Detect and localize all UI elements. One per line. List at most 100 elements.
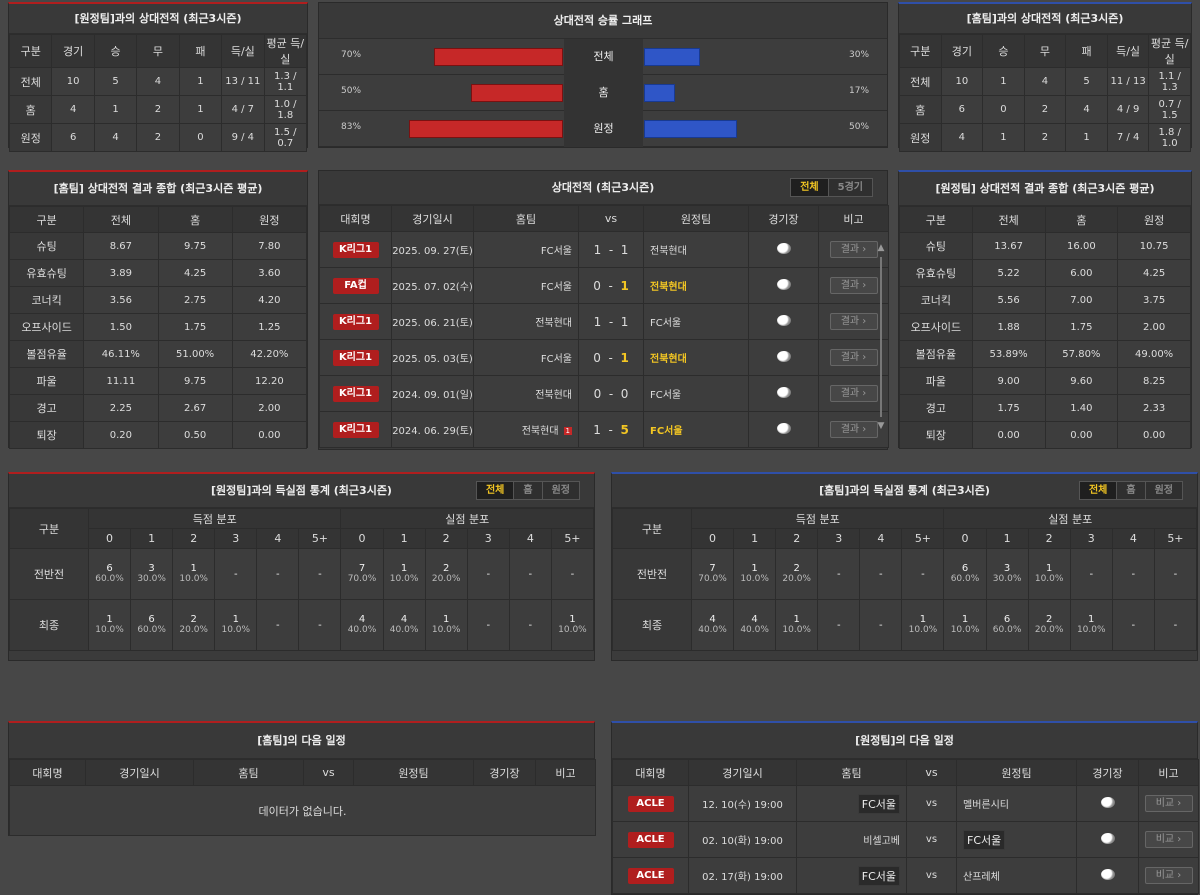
- dist-cell: 3 30.0%: [985, 548, 1029, 600]
- tab-home[interactable]: 홈: [514, 482, 543, 499]
- dist-row: 최종 1 10.0% 6 60.0% 2 20.0% 1 10.0% - -4 40.0% 4 40.0%…: [9, 599, 595, 651]
- away-team: FC서울: [643, 411, 749, 448]
- compare-button[interactable]: 비교 ›: [1144, 831, 1193, 848]
- scroll-up-icon[interactable]: ▲: [877, 243, 885, 253]
- percent: 40.0%: [389, 625, 419, 635]
- dist-cell: 7 70.0%: [690, 548, 735, 600]
- table-row: 전체 10 1 4 5 11 / 13 1.1 / 1.3: [899, 67, 1191, 96]
- scroll-thumb[interactable]: [880, 257, 882, 417]
- schedule-row: ACLE 02. 17(화) 19:00 FC서울 vs 산프레체 비교 ›: [612, 857, 1199, 894]
- scrollbar[interactable]: ▲ ▼: [877, 243, 885, 443]
- stadium-icon[interactable]: [1100, 832, 1115, 844]
- stat-cell: 9.75: [157, 232, 233, 260]
- table-row: 유효슈팅 3.89 4.25 3.60: [8, 259, 308, 287]
- scroll-down-icon[interactable]: ▼: [877, 421, 885, 431]
- tab-5games[interactable]: 5경기: [837, 182, 863, 193]
- tab-away[interactable]: 원정: [1154, 485, 1173, 496]
- tab-all[interactable]: 전체: [476, 482, 515, 499]
- compare-button[interactable]: 비교 ›: [1144, 867, 1193, 884]
- match-filter-tabs: 전체 5경기: [790, 178, 873, 197]
- tab-all[interactable]: 전체: [791, 179, 829, 196]
- result-button[interactable]: 결과 ›: [829, 349, 878, 366]
- stadium-icon[interactable]: [1100, 868, 1115, 880]
- result-button[interactable]: 결과 ›: [829, 421, 878, 438]
- stat-cell: 6.00: [1044, 259, 1119, 287]
- column-header: vs: [303, 759, 354, 786]
- h2h-home-panel: [홈팀]과의 상대전적 (최근3시즌) 구분 경기 승 무 패 득/실 평균 득/실 전체 10…: [898, 2, 1192, 152]
- away-team-name: FC서울: [963, 829, 1006, 850]
- result-label: 결과: [840, 352, 860, 363]
- percent: 60.0%: [992, 625, 1022, 635]
- competition-cell: ACLE: [612, 785, 689, 822]
- stadium-cell: [748, 303, 819, 340]
- stadium-icon[interactable]: [776, 314, 791, 326]
- compare-button[interactable]: 비교 ›: [1144, 795, 1193, 812]
- stat-cell: 9.75: [157, 367, 233, 395]
- row-label: 경고: [8, 394, 85, 422]
- column-header: 무: [1023, 34, 1067, 68]
- stadium-icon[interactable]: [776, 242, 791, 254]
- summary-table: 구분 전체 홈 원정 슈팅 13.67 16.00 10.75 유효슈팅 5.22 6.00 4.25…: [899, 206, 1191, 449]
- count: 6: [1003, 614, 1011, 625]
- competition-badge: K리그1: [332, 241, 379, 258]
- dist-cell: -: [1153, 599, 1198, 651]
- count: -: [318, 568, 322, 580]
- count: -: [879, 619, 883, 631]
- conceded-group-header: 실점 분포: [943, 508, 1197, 529]
- result-button[interactable]: 결과 ›: [829, 277, 878, 294]
- action-cell: 결과 ›: [818, 303, 889, 340]
- stat-cell: 13.67: [971, 232, 1046, 260]
- tab-all[interactable]: 전체: [1079, 482, 1118, 499]
- percent: 30.0%: [992, 574, 1022, 584]
- table-row: 원정 6 4 2 0 9 / 4 1.5 / 0.7: [8, 123, 308, 152]
- dist-cell: 6 60.0%: [943, 548, 987, 600]
- match-row: FA컵 2025. 07. 02(수) FC서울 0 - 1 전북현대 결과 ›: [319, 267, 889, 304]
- action-cell: 결과 ›: [818, 339, 889, 376]
- result-button[interactable]: 결과 ›: [829, 313, 878, 330]
- dist-cell: 4 40.0%: [690, 599, 735, 651]
- action-cell: 결과 ›: [818, 267, 889, 304]
- match-table: 대회명 경기일시 홈팀 vs 원정팀 경기장 비고 K리그1 2025. 09. 27(토) FC…: [319, 205, 889, 448]
- count: -: [921, 568, 925, 580]
- stadium-icon[interactable]: [776, 386, 791, 398]
- stadium-icon[interactable]: [776, 350, 791, 362]
- competition-badge: ACLE: [627, 831, 674, 848]
- percent: 20.0%: [782, 574, 811, 584]
- stadium-icon[interactable]: [776, 278, 791, 290]
- tab-home[interactable]: 홈: [1117, 482, 1146, 499]
- bucket-header: 1: [382, 528, 426, 549]
- count: 2: [793, 563, 800, 574]
- stadium-icon[interactable]: [1100, 796, 1115, 808]
- stat-cell: 1.25: [231, 313, 308, 341]
- away-score: 1: [620, 242, 629, 257]
- tab-away[interactable]: 원정: [551, 485, 570, 496]
- compare-label: 비교: [1155, 870, 1175, 881]
- chevron-right-icon: ›: [859, 388, 867, 399]
- bucket-header: 2: [172, 528, 216, 549]
- result-button[interactable]: 결과 ›: [829, 385, 878, 402]
- percent: 60.0%: [950, 574, 980, 584]
- score: 0 - 1: [578, 267, 644, 304]
- dist-cell: 4 40.0%: [340, 599, 384, 651]
- stat-cell: 9 / 4: [221, 123, 265, 152]
- table-row: 파울 11.11 9.75 12.20: [8, 367, 308, 395]
- stat-cell: 2: [136, 123, 180, 152]
- count: 1: [442, 614, 450, 625]
- competition-badge: K리그1: [332, 313, 379, 330]
- home-team: 전북현대 1: [473, 411, 579, 448]
- stadium-icon[interactable]: [776, 422, 791, 434]
- table-row: 퇴장 0.20 0.50 0.00: [8, 421, 308, 449]
- stat-cell: 0.00: [231, 421, 308, 449]
- column-header: 홈팀: [473, 205, 579, 232]
- column-header: 경기장: [748, 205, 819, 232]
- away-team: 전북현대: [643, 339, 749, 376]
- stat-cell: 5: [1065, 67, 1108, 96]
- column-header: 비고: [1138, 759, 1199, 786]
- stadium-cell: [748, 411, 819, 448]
- stat-cell: 2.00: [1117, 313, 1191, 341]
- home-team: FC서울: [796, 857, 907, 894]
- count: -: [486, 619, 491, 631]
- competition-badge: ACLE: [627, 795, 674, 812]
- result-button[interactable]: 결과 ›: [829, 241, 878, 258]
- percent: 10.0%: [431, 625, 461, 635]
